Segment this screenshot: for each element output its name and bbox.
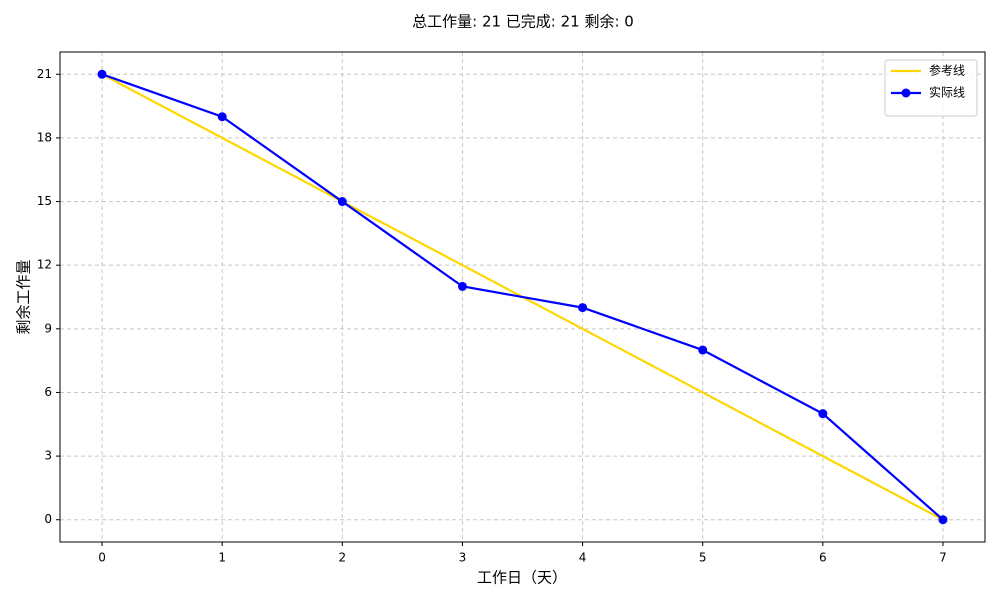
y-tick-label: 18: [37, 130, 52, 144]
y-tick-label: 15: [37, 194, 52, 208]
x-tick-label: 1: [218, 551, 226, 565]
y-tick-label: 21: [37, 67, 52, 81]
data-point: [578, 303, 588, 313]
data-point: [818, 409, 828, 419]
series-line: [101, 73, 944, 521]
data-point: [457, 281, 467, 291]
y-tick-label: 6: [44, 385, 52, 399]
x-tick-label: 2: [338, 551, 346, 565]
x-axis-label: 工作日（天）: [477, 569, 567, 587]
x-tick-label: 3: [459, 551, 467, 565]
legend-label: 实际线: [929, 85, 965, 100]
y-tick-label: 0: [44, 512, 52, 526]
x-tick-label: 7: [939, 551, 947, 565]
data-point: [217, 112, 227, 122]
data-point: [97, 69, 107, 79]
x-tick-label: 0: [98, 551, 106, 565]
legend-box: [884, 59, 978, 117]
data-point: [337, 197, 347, 207]
x-tick-label: 5: [699, 551, 707, 565]
chart-title: 总工作量: 21 已完成: 21 剩余: 0: [412, 13, 634, 31]
plot-frame: [59, 51, 986, 543]
legend-label: 参考线: [929, 63, 965, 78]
y-tick-label: 12: [37, 258, 52, 272]
legend-marker: [901, 88, 911, 98]
y-tick-label: 3: [44, 449, 52, 463]
data-point: [698, 345, 708, 355]
y-axis-label: 剩余工作量: [15, 259, 33, 334]
y-tick-label: 9: [44, 321, 52, 335]
data-point: [938, 515, 948, 525]
x-tick-label: 4: [579, 551, 587, 565]
x-tick-label: 6: [819, 551, 827, 565]
